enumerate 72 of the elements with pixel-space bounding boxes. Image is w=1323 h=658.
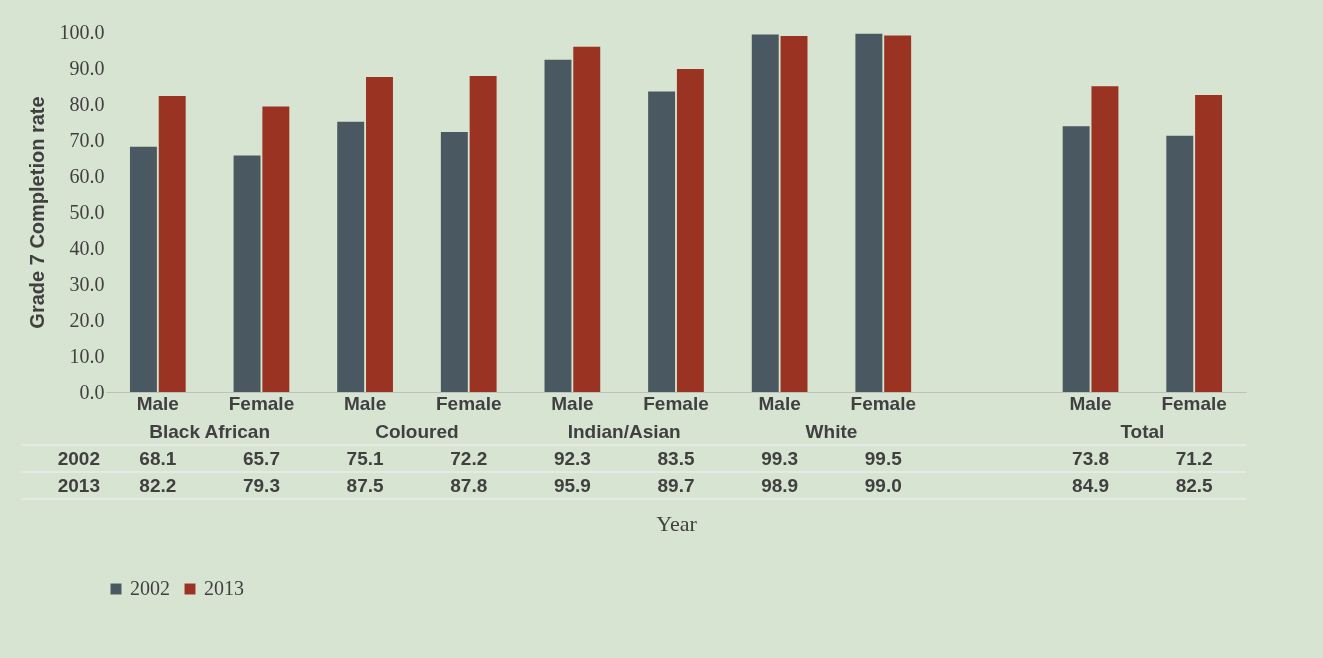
x-tick-label: Female	[643, 392, 709, 414]
text: Indian/Asian	[567, 421, 681, 442]
data-label: 99.5	[864, 448, 903, 469]
text: 2002	[57, 448, 100, 469]
bar	[751, 34, 779, 392]
y-tick-label: 70.0	[69, 128, 105, 151]
data-label: 68.1	[139, 448, 177, 469]
text: Total	[1120, 421, 1165, 442]
data-label: 83.5	[657, 448, 695, 469]
x-tick-label: Male	[343, 392, 387, 414]
bar	[1091, 86, 1119, 392]
y-axis-title: Grade 7 Completion rate	[25, 96, 48, 329]
bar	[780, 35, 808, 392]
data-label: 99.0	[864, 475, 902, 496]
data-label: 82.2	[139, 475, 177, 496]
x-tick-label: Female	[435, 392, 502, 414]
data-label: 95.9	[553, 475, 591, 496]
data-label: 98.9	[761, 475, 799, 496]
data-label: 71.2	[1175, 448, 1213, 469]
y-tick-label: 40.0	[69, 236, 105, 259]
x-tick-label: Male	[551, 392, 594, 414]
x-tick-label: Female	[228, 392, 295, 414]
x-tick-label: Male	[1069, 392, 1112, 414]
x-tick-label: Male	[136, 392, 179, 414]
y-tick-label: 100.0	[59, 20, 105, 43]
bar	[676, 69, 704, 392]
bar	[1062, 126, 1090, 392]
text: 2013	[57, 475, 100, 496]
y-tick-label: 50.0	[69, 200, 105, 223]
x-tick-label: Female	[1161, 392, 1227, 414]
bar	[337, 121, 365, 392]
y-tick-label: 80.0	[69, 92, 105, 115]
x-tick-label: Female	[850, 392, 917, 414]
bar	[1166, 135, 1194, 392]
y-tick-label: 10.0	[69, 344, 105, 367]
bar	[1195, 95, 1223, 392]
text: Coloured	[375, 421, 459, 442]
data-label: 87.5	[346, 475, 385, 496]
data-label: 99.3	[761, 448, 799, 469]
bar	[884, 35, 912, 392]
data-label: 79.3	[242, 475, 280, 496]
data-label: 87.8	[450, 475, 488, 496]
bar	[129, 146, 157, 392]
y-tick-label: 30.0	[69, 272, 105, 295]
legend-label: 2013	[204, 577, 244, 599]
x-axis-title: Year	[656, 510, 698, 536]
data-label: 75.1	[346, 448, 385, 469]
bar	[233, 155, 261, 392]
bar	[366, 77, 393, 392]
bar	[855, 33, 883, 392]
data-label: 89.7	[657, 475, 695, 496]
x-tick-label: Male	[758, 392, 801, 414]
bar	[262, 106, 290, 392]
bar	[469, 75, 497, 392]
bar	[440, 132, 468, 392]
data-label: 73.8	[1072, 448, 1110, 469]
bar	[573, 46, 601, 392]
data-label: 82.5	[1175, 475, 1214, 496]
data-label: 65.7	[242, 448, 280, 469]
bar	[158, 96, 186, 392]
y-tick-label: 60.0	[69, 164, 105, 187]
text: Black African	[149, 421, 271, 442]
y-tick-label: 20.0	[69, 308, 105, 331]
bar	[648, 91, 676, 392]
y-tick-label: 90.0	[69, 56, 105, 79]
y-tick-label: 0.0	[79, 380, 105, 403]
data-label: 84.9	[1072, 475, 1110, 496]
text: White	[805, 421, 858, 442]
data-label: 92.3	[553, 448, 591, 469]
legend-label: 2002	[130, 577, 170, 599]
data-label: 72.2	[450, 448, 488, 469]
bar	[544, 59, 572, 392]
